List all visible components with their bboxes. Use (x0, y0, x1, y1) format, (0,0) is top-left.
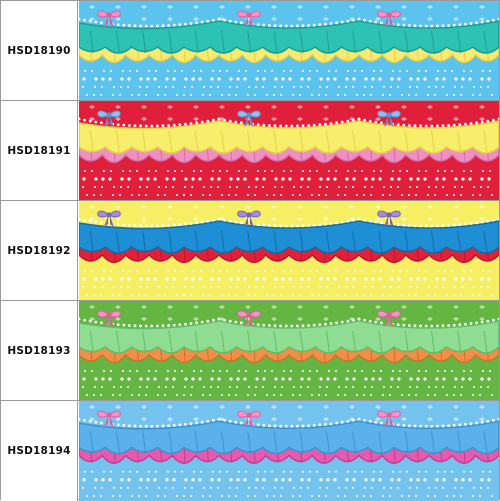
bow-icon (237, 210, 261, 227)
ribbon-pattern (79, 101, 499, 200)
product-code: HSD18193 (7, 344, 71, 357)
swatch-row: HSD18190 (1, 1, 499, 101)
ribbon-swatch (79, 201, 499, 300)
swatch-row: HSD18191 (1, 101, 499, 201)
product-code: HSD18190 (7, 44, 71, 57)
code-cell: HSD18192 (1, 201, 78, 300)
ribbon-swatch (79, 101, 499, 200)
upper-ruffle (79, 120, 499, 154)
ribbon-swatch (79, 301, 499, 400)
upper-ruffle (79, 220, 499, 254)
upper-ruffle (79, 20, 499, 54)
bow-icon (377, 110, 401, 127)
swatch-row: HSD18193 (1, 301, 499, 401)
bow-icon (97, 410, 121, 428)
bow-icon (237, 310, 261, 327)
swatch-row: HSD18192 (1, 201, 499, 301)
bow-icon (237, 110, 261, 127)
lace-dots (82, 170, 493, 196)
code-cell: HSD18190 (1, 1, 78, 100)
lace-dots (82, 70, 493, 96)
ribbon-pattern (79, 201, 499, 300)
background-bow-sprinkle (89, 305, 485, 321)
bow-icon (377, 10, 401, 27)
ribbon-pattern (79, 1, 499, 100)
lace-dots (82, 270, 493, 296)
ribbon-swatch (79, 1, 499, 100)
swatch-row: HSD18194 (1, 401, 499, 501)
ribbon-pattern (79, 401, 499, 501)
background-bow-sprinkle (89, 105, 485, 121)
product-code: HSD18191 (7, 144, 71, 157)
upper-ruffle (79, 320, 499, 354)
pearl-garland (79, 317, 499, 328)
bow-icon (97, 10, 121, 27)
bow-icon (377, 310, 401, 327)
bow-icon (97, 310, 121, 327)
ribbon-pattern (79, 301, 499, 400)
code-cell: HSD18193 (1, 301, 78, 400)
bow-icon (97, 210, 121, 227)
bow-icon (237, 10, 261, 27)
upper-ruffle (79, 420, 499, 455)
lace-dots (82, 370, 493, 396)
pearl-garland (79, 117, 499, 128)
bow-icon (237, 410, 261, 428)
code-cell: HSD18194 (1, 401, 78, 501)
ribbon-swatch (79, 401, 499, 501)
bow-icon (97, 110, 121, 127)
code-cell: HSD18191 (1, 101, 78, 200)
background-bow-sprinkle (89, 405, 485, 422)
product-code: HSD18192 (7, 244, 71, 257)
bow-icon (377, 410, 401, 428)
pearl-garland (79, 217, 499, 228)
product-code: HSD18194 (7, 445, 71, 457)
pearl-garland (79, 417, 499, 428)
bow-icon (377, 210, 401, 227)
lace-dots (82, 470, 493, 497)
